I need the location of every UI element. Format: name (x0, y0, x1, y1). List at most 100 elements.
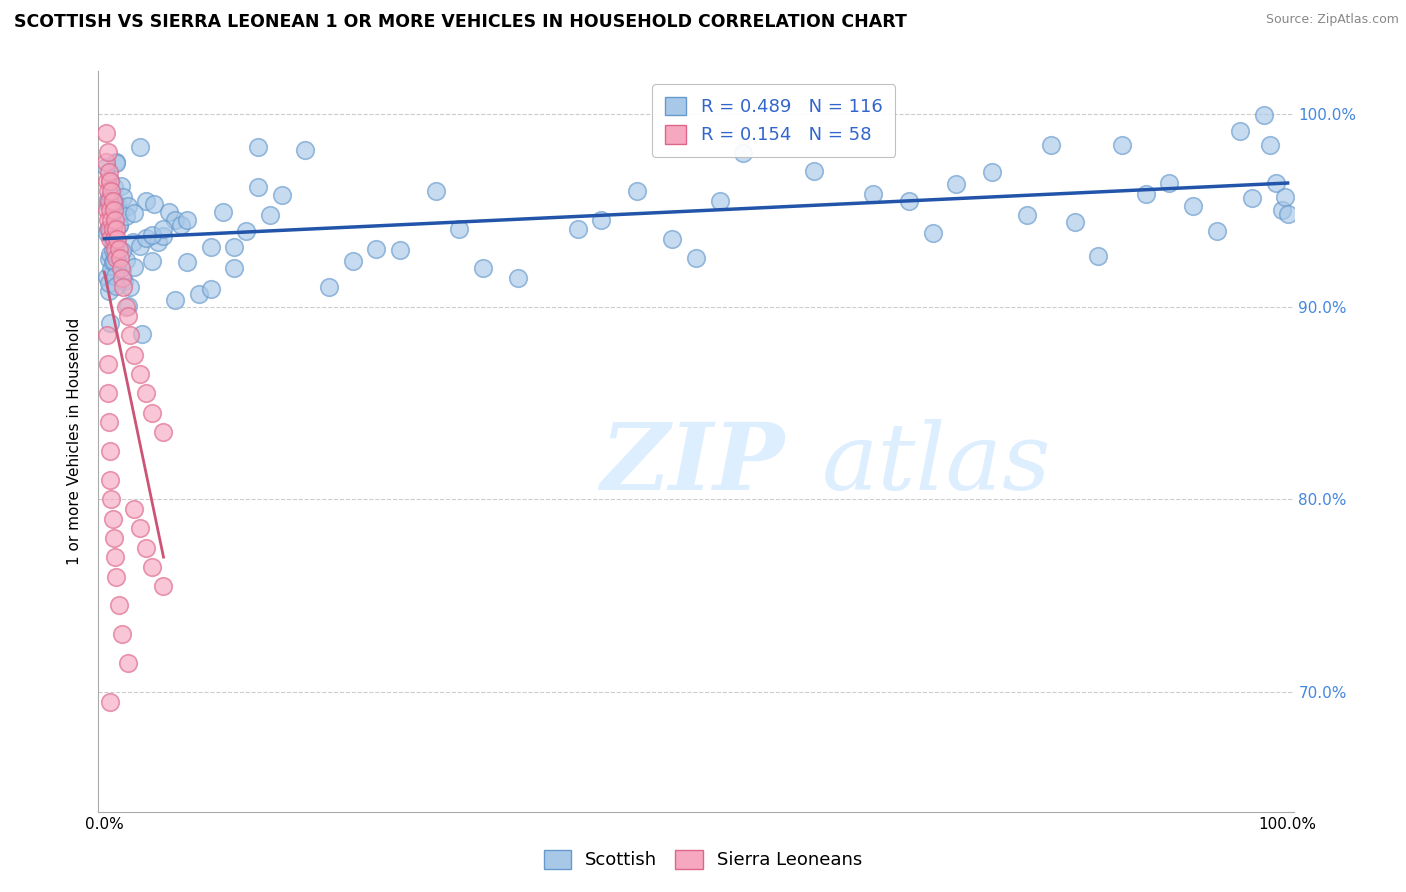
Point (104, 247, 127, 261)
Point (188, 286, 211, 301)
Point (135, 230, 157, 244)
Point (98, 695, 121, 709)
Point (247, 140, 270, 154)
Point (135, 541, 157, 555)
Point (980, 165, 1002, 179)
Point (235, 224, 257, 238)
Point (104, 242, 127, 256)
Point (101, 235, 124, 249)
Point (122, 348, 145, 362)
Point (709, 194, 731, 208)
Point (111, 263, 134, 277)
Point (591, 212, 613, 227)
Point (117, 657, 139, 671)
Point (100, 492, 122, 507)
Point (101, 222, 124, 236)
Point (117, 199, 139, 213)
Point (94, 126, 117, 140)
Point (152, 425, 174, 439)
Point (97, 358, 120, 372)
Point (143, 197, 166, 211)
Text: SCOTTISH VS SIERRA LEONEAN 1 OR MORE VEHICLES IN HOUSEHOLD CORRELATION CHART: SCOTTISH VS SIERRA LEONEAN 1 OR MORE VEH… (14, 13, 907, 31)
Point (1258, 137, 1281, 152)
Point (96, 226, 118, 240)
Point (259, 208, 281, 222)
Point (105, 569, 128, 583)
Point (114, 300, 136, 314)
Point (131, 327, 153, 342)
Point (294, 143, 316, 157)
Point (98, 276, 121, 290)
Legend: Scottish, Sierra Leoneans: Scottish, Sierra Leoneans (534, 840, 872, 879)
Point (96, 203, 118, 218)
Point (104, 269, 127, 284)
Point (1087, 249, 1109, 263)
Point (211, 205, 233, 219)
Point (1159, 176, 1181, 190)
Point (98, 444, 121, 458)
Point (366, 242, 388, 256)
Point (152, 222, 174, 236)
Point (897, 194, 920, 209)
Point (567, 222, 589, 236)
Text: ZIP: ZIP (600, 418, 785, 508)
Point (101, 511, 124, 525)
Point (96, 269, 118, 284)
Point (1039, 137, 1062, 152)
Point (98, 246, 121, 260)
Point (270, 188, 292, 202)
Point (98, 174, 121, 188)
Point (107, 242, 129, 256)
Point (98, 226, 121, 240)
Point (176, 212, 198, 227)
Point (111, 244, 134, 259)
Point (1271, 202, 1294, 217)
Point (157, 204, 180, 219)
Point (105, 155, 128, 169)
Point (98, 284, 121, 298)
Point (112, 190, 135, 204)
Point (97, 212, 120, 227)
Point (111, 627, 134, 641)
Point (100, 187, 122, 202)
Point (104, 212, 127, 227)
Point (141, 559, 163, 574)
Point (1017, 208, 1039, 222)
Point (1264, 176, 1286, 190)
Point (128, 239, 150, 253)
Point (128, 367, 150, 381)
Point (98, 415, 121, 429)
Text: Source: ZipAtlas.com: Source: ZipAtlas.com (1265, 13, 1399, 27)
Point (121, 235, 143, 250)
Point (97, 386, 120, 401)
Point (96, 328, 118, 343)
Point (425, 184, 447, 198)
Point (165, 293, 187, 307)
Point (98, 473, 121, 487)
Point (135, 194, 157, 208)
Point (98, 316, 121, 330)
Point (97, 145, 120, 160)
Point (318, 280, 340, 294)
Point (98, 174, 121, 188)
Point (120, 280, 142, 294)
Point (103, 195, 125, 210)
Point (96, 174, 118, 188)
Point (98, 232, 121, 246)
Point (98, 164, 121, 178)
Point (103, 531, 125, 545)
Point (107, 218, 129, 232)
Point (170, 218, 193, 232)
Point (122, 205, 145, 219)
Point (105, 222, 128, 236)
Point (104, 246, 127, 260)
Point (114, 252, 136, 267)
Point (449, 222, 471, 236)
Point (117, 310, 139, 324)
Point (97, 184, 120, 198)
Point (1229, 124, 1251, 138)
Point (122, 502, 145, 516)
Point (103, 179, 125, 194)
Point (921, 227, 943, 241)
Point (98, 203, 121, 218)
